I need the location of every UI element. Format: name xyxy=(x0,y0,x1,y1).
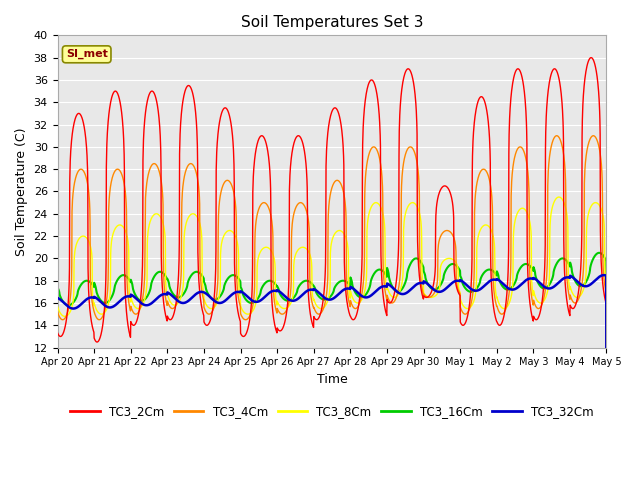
Text: SI_met: SI_met xyxy=(66,49,108,60)
Title: Soil Temperatures Set 3: Soil Temperatures Set 3 xyxy=(241,15,423,30)
Legend: TC3_2Cm, TC3_4Cm, TC3_8Cm, TC3_16Cm, TC3_32Cm: TC3_2Cm, TC3_4Cm, TC3_8Cm, TC3_16Cm, TC3… xyxy=(65,400,598,423)
X-axis label: Time: Time xyxy=(317,373,348,386)
Y-axis label: Soil Temperature (C): Soil Temperature (C) xyxy=(15,127,28,256)
